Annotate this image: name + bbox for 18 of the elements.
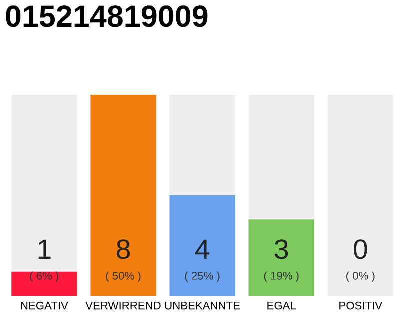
annotation: 4 xyxy=(195,240,210,259)
annotation: 3 xyxy=(274,240,288,260)
x-tick-label: NEGATIV xyxy=(21,302,68,310)
x-tick-label: VERWIRREND xyxy=(86,302,161,310)
annotation: 0 xyxy=(354,240,368,260)
x-tick-label: EGAL xyxy=(268,302,296,310)
chart-title: 015214819009 xyxy=(6,6,208,28)
data-label: ( 0% ) xyxy=(346,272,375,282)
x-tick-label: POSITIV xyxy=(340,302,383,310)
annotation: 8 xyxy=(116,240,130,260)
data-label: ( 50% ) xyxy=(106,272,141,282)
data-label: ( 25% ) xyxy=(185,272,220,282)
data-label: ( 19% ) xyxy=(264,272,299,282)
annotation: 1 xyxy=(38,240,51,259)
bar xyxy=(12,272,78,296)
bar xyxy=(90,95,156,296)
data-label: ( 6% ) xyxy=(30,272,59,282)
x-tick-label: UNBEKANNTE xyxy=(165,302,240,310)
